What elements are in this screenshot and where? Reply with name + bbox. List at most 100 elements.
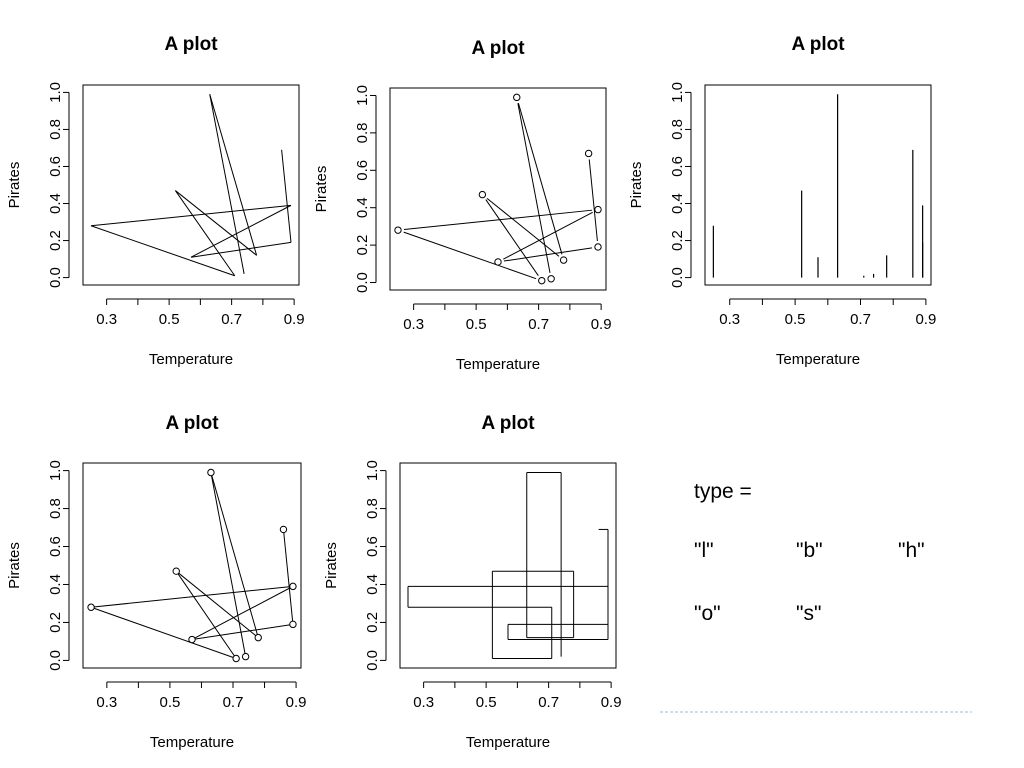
y-tick-label: 0.8	[364, 498, 381, 519]
y-tick-label: 0.8	[354, 122, 371, 143]
plot-title: A plot	[791, 34, 845, 55]
x-tick-label: 0.9	[284, 311, 305, 328]
series-segment	[588, 159, 598, 242]
series-segment	[486, 197, 560, 257]
series-segment	[190, 204, 292, 258]
panel-o: A plot 0.3 0.5 0.7 0.9 0.0 0.2 0.4 0.6 0.8 1.0 Temp…	[6, 413, 307, 751]
series-segment	[90, 606, 237, 659]
data-point	[87, 603, 95, 611]
series-segment	[175, 190, 257, 256]
x-tick-label: 0.7	[221, 311, 242, 328]
series-segment	[503, 211, 593, 260]
y-axis-label: Pirates	[6, 162, 23, 209]
y-tick-label: 0.4	[354, 197, 371, 218]
x-tick-label: 0.7	[538, 694, 559, 711]
data-point	[172, 567, 180, 575]
series-segment	[403, 231, 537, 280]
series-segment	[210, 472, 259, 638]
x-tick-label: 0.5	[476, 694, 497, 711]
x-axis-label: Temperature	[150, 734, 234, 751]
y-tick-label: 0.0	[364, 650, 381, 671]
x-axis-label: Temperature	[149, 351, 233, 368]
plot-title: A plot	[471, 38, 525, 59]
x-tick-label: 0.3	[413, 694, 434, 711]
plot-box	[82, 462, 302, 669]
series-segment	[485, 199, 539, 276]
plot-box	[389, 87, 607, 291]
y-tick-label: 1.0	[364, 460, 381, 481]
y-tick-label: 1.0	[47, 82, 64, 103]
y-axis-label: Pirates	[628, 162, 645, 209]
y-tick-label: 0.6	[669, 156, 686, 177]
series-segment	[282, 529, 294, 625]
data-point	[289, 620, 297, 629]
series-segment	[517, 102, 563, 255]
data-point	[232, 654, 240, 663]
plot-title: A plot	[165, 413, 219, 434]
series-segment	[190, 241, 292, 258]
legend-type-label: "s"	[796, 602, 821, 625]
data-point	[559, 256, 568, 264]
legend-heading: type =	[694, 480, 752, 503]
series-segment	[209, 94, 258, 256]
x-tick-label: 0.7	[850, 311, 871, 328]
x-axis-label: Temperature	[776, 351, 860, 368]
series-segment	[175, 570, 259, 639]
type-legend: type = "l" "b" "h" "o" "s"	[694, 480, 925, 625]
y-tick-label: 0.8	[47, 119, 64, 140]
series-segment	[209, 94, 245, 274]
panel-h: A plot 0.3 0.5 0.7 0.9 0.0 0.2 0.4 0.6 0.8 1.0 Temp…	[628, 34, 936, 368]
data-point	[547, 275, 555, 283]
data-point	[207, 468, 215, 477]
data-point	[188, 635, 196, 644]
legend-type-label: "l"	[694, 539, 714, 562]
data-point	[394, 226, 402, 234]
data-point	[513, 93, 521, 102]
series-segment	[90, 204, 292, 227]
x-tick-label: 0.3	[96, 694, 117, 711]
x-tick-label: 0.3	[403, 316, 424, 333]
x-tick-label: 0.9	[915, 311, 936, 328]
y-axis-label: Pirates	[323, 542, 340, 589]
series-segment	[210, 472, 247, 657]
x-tick-label: 0.5	[159, 694, 180, 711]
x-tick-label: 0.7	[223, 694, 244, 711]
y-tick-label: 0.8	[47, 498, 64, 519]
series-segment	[281, 149, 292, 243]
y-tick-label: 0.4	[47, 574, 64, 595]
series-segment	[517, 103, 551, 273]
series-segment	[191, 623, 294, 641]
y-tick-label: 0.2	[47, 612, 64, 633]
x-tick-label: 0.5	[466, 316, 487, 333]
series-segment	[175, 570, 237, 659]
x-tick-label: 0.5	[159, 311, 180, 328]
data-point	[594, 243, 602, 251]
y-tick-label: 0.0	[47, 267, 64, 288]
series-segment	[503, 247, 593, 262]
data-point	[538, 276, 546, 285]
y-axis-label: Pirates	[313, 166, 330, 213]
x-tick-label: 0.9	[286, 694, 307, 711]
x-tick-label: 0.9	[591, 316, 612, 333]
y-tick-label: 0.2	[47, 230, 64, 251]
x-tick-label: 0.9	[601, 694, 622, 711]
legend-type-label: "o"	[694, 602, 721, 625]
y-tick-label: 0.0	[669, 267, 686, 288]
plot-title: A plot	[164, 34, 218, 55]
x-axis-label: Temperature	[466, 734, 550, 751]
series-segment	[90, 225, 235, 277]
y-tick-label: 0.4	[364, 574, 381, 595]
data-point	[584, 149, 593, 158]
y-tick-label: 0.0	[47, 650, 64, 671]
panel-b: A plot 0.3 0.5 0.7 0.9 0.0 0.2 0.4 0.6 0.8 1.0 Temp…	[313, 38, 612, 373]
plot-box	[399, 462, 617, 669]
plot-box	[82, 84, 300, 286]
y-tick-label: 0.2	[364, 612, 381, 633]
legend-type-label: "b"	[796, 539, 823, 562]
panel-l: A plot 0.3 0.5 0.7 0.9 0.0 0.2 0.4 0.6 0.8 1.0 Temp…	[6, 34, 305, 368]
data-point	[289, 582, 297, 591]
panel-s: A plot 0.3 0.5 0.7 0.9 0.0 0.2 0.4 0.6 0.8 1.0 Temp…	[323, 413, 622, 751]
y-tick-label: 0.8	[669, 119, 686, 140]
y-tick-label: 0.2	[354, 235, 371, 256]
